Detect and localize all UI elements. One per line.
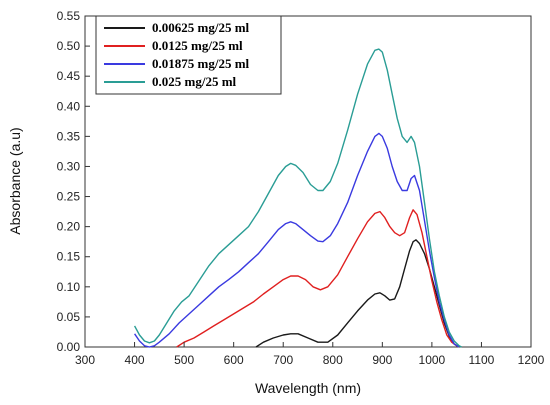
legend-label: 0.025 mg/25 ml (152, 74, 237, 89)
y-tick-label: 0.45 (57, 69, 81, 83)
y-tick-label: 0.40 (57, 99, 81, 113)
series-line-2 (176, 209, 460, 348)
legend-label: 0.0125 mg/25 ml (152, 38, 243, 53)
y-tick-label: 0.10 (57, 280, 81, 294)
y-tick-label: 0.50 (57, 39, 81, 53)
y-tick-label: 0.00 (57, 340, 81, 354)
x-tick-label: 1000 (419, 353, 446, 367)
y-tick-label: 0.20 (57, 220, 81, 234)
plot-frame (84, 15, 532, 348)
legend-label: 0.01875 mg/25 ml (152, 56, 250, 71)
x-tick-label: 600 (224, 353, 244, 367)
y-tick-label: 0.35 (57, 129, 81, 143)
y-tick-label: 0.25 (57, 190, 81, 204)
y-tick-label: 0.05 (57, 310, 81, 324)
x-tick-label: 300 (75, 353, 95, 367)
x-tick-label: 1100 (469, 353, 495, 367)
series-line-3 (134, 132, 460, 348)
legend: 0.00625 mg/25 ml 0.0125 mg/25 ml 0.01875 m… (95, 15, 282, 95)
series-layer (133, 48, 462, 348)
x-tick-label: 400 (125, 353, 145, 367)
x-tick-label: 800 (323, 353, 343, 367)
series-line-1 (255, 239, 460, 348)
y-axis-label: Absorbance (a.u) (7, 127, 23, 234)
x-tick-label: 500 (174, 353, 194, 367)
x-axis: 300 400 500 600 700 800 900 1000 1100 1200 (75, 342, 545, 367)
y-axis: 0.00 0.05 0.10 0.15 0.20 0.25 0.30 0.35 0.40 0.45… (57, 9, 90, 354)
x-tick-label: 1200 (518, 353, 545, 367)
x-tick-label: 900 (372, 353, 392, 367)
y-tick-label: 0.55 (57, 9, 81, 23)
series-line-4 (133, 48, 462, 348)
y-tick-label: 0.30 (57, 159, 81, 173)
legend-label: 0.00625 mg/25 ml (152, 20, 250, 35)
x-tick-label: 700 (273, 353, 293, 367)
x-axis-label: Wavelength (nm) (255, 380, 361, 396)
y-tick-label: 0.15 (57, 250, 81, 264)
